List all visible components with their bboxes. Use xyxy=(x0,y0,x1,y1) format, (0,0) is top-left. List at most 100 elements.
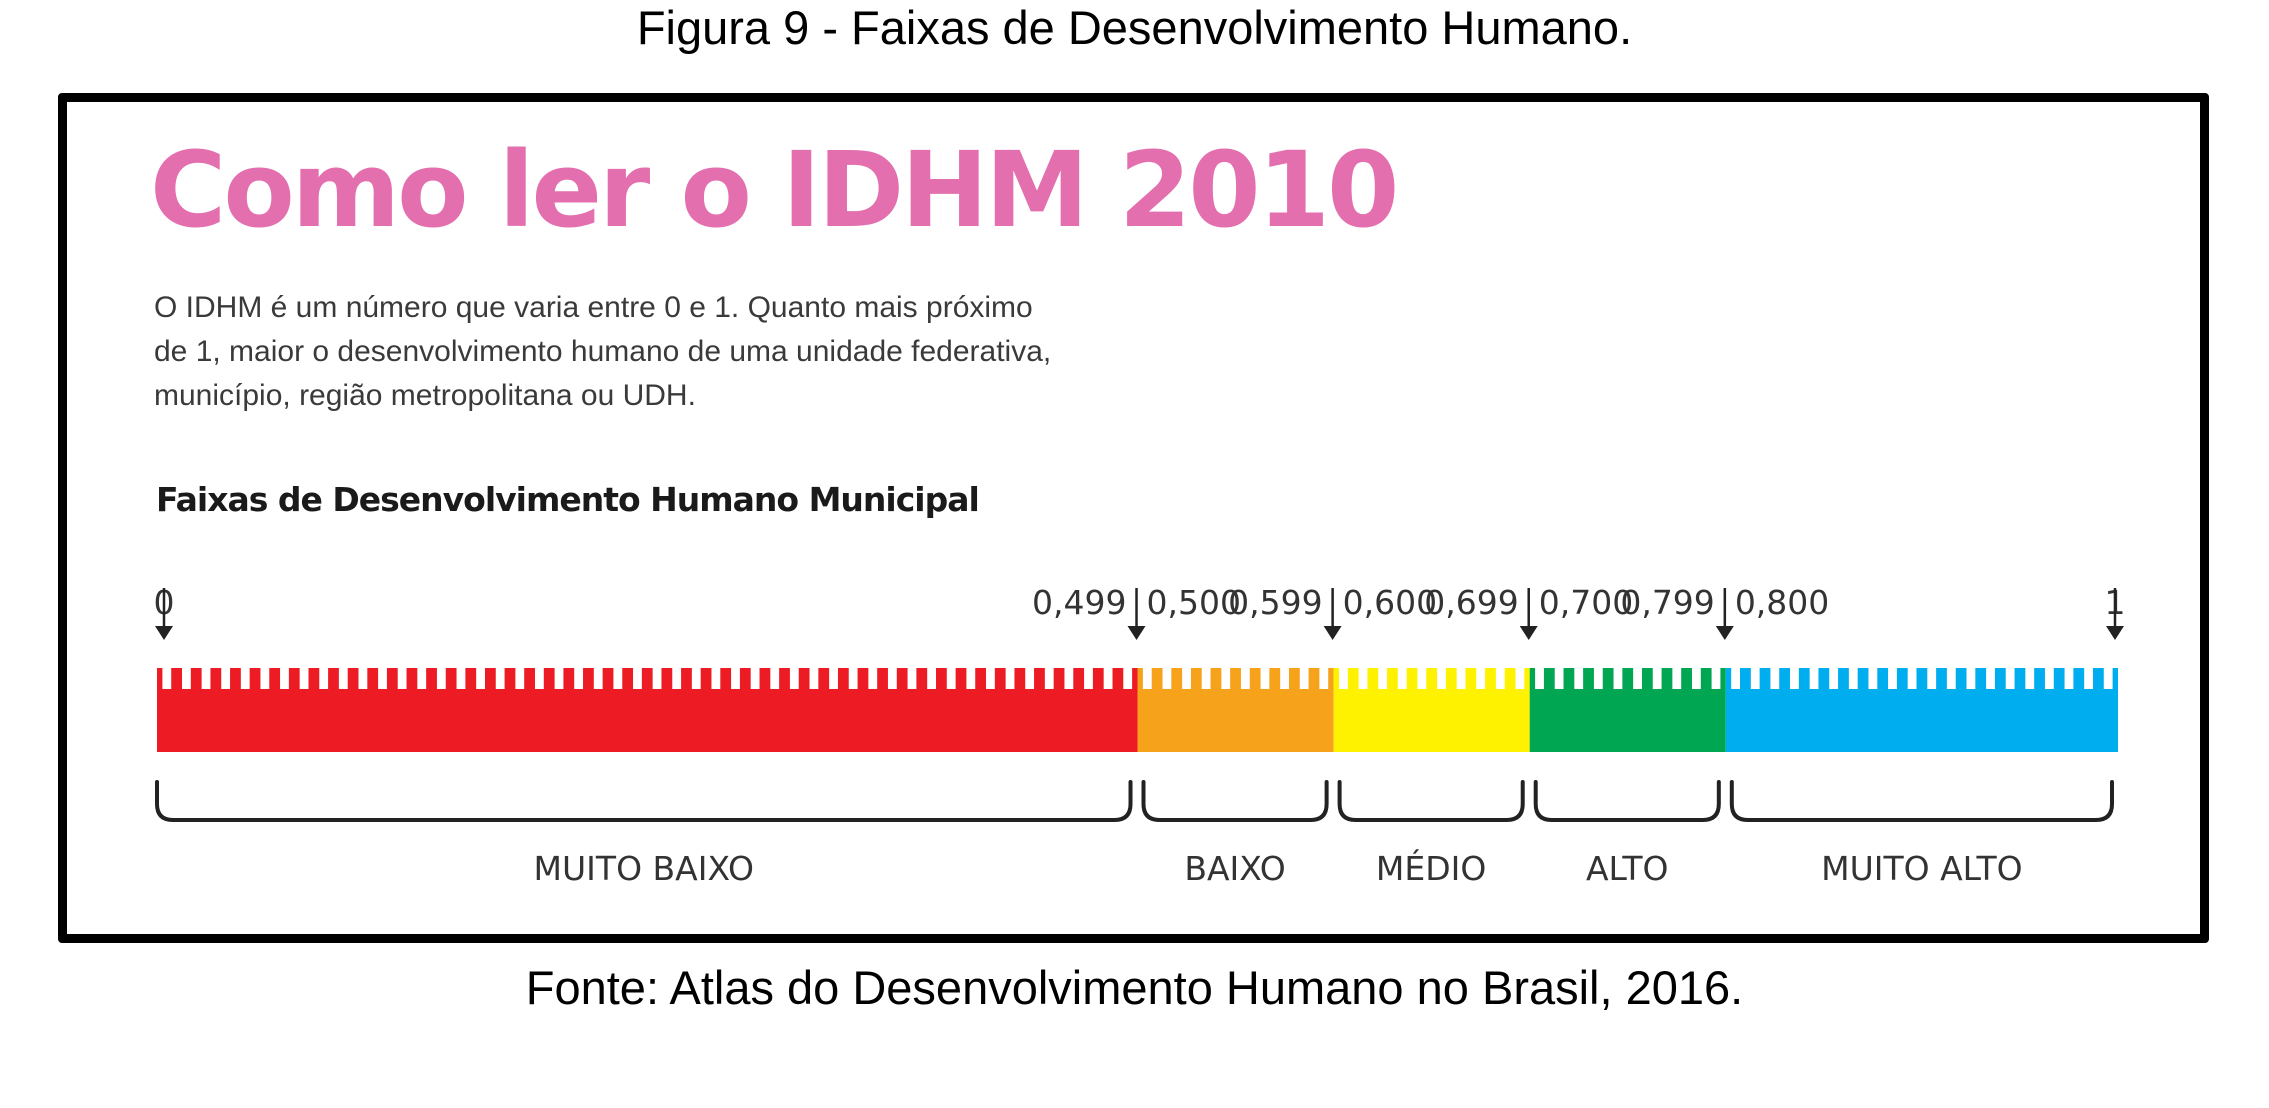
ruler-notch xyxy=(1946,668,1956,689)
ruler-notch xyxy=(1652,668,1662,689)
ruler-notch xyxy=(1338,668,1348,689)
ruler-notch xyxy=(1064,668,1074,689)
ruler-notch xyxy=(378,668,387,689)
arrow-start xyxy=(155,626,173,640)
ruler-notch xyxy=(436,668,446,689)
ruler-notch xyxy=(1437,668,1446,689)
ruler-notch xyxy=(1025,668,1035,689)
ruler-notch xyxy=(633,668,642,689)
ruler-notch xyxy=(534,668,544,689)
ruler-notch xyxy=(240,668,250,689)
ruler-notch xyxy=(2103,668,2113,689)
ruler-notch xyxy=(1358,668,1368,689)
ruler-notch xyxy=(338,668,348,689)
headline: Como ler o IDHM 2010 xyxy=(150,129,1399,251)
ruler-notch xyxy=(927,668,937,689)
ruler-notch xyxy=(1731,668,1741,689)
ruler-notch xyxy=(1829,668,1839,689)
ruler-notch xyxy=(907,668,917,689)
band-brace xyxy=(155,780,1133,822)
ruler-notch xyxy=(1633,668,1642,689)
ruler-notch xyxy=(260,668,270,689)
ruler-notch xyxy=(417,668,427,689)
source-caption: Fonte: Atlas do Desenvolvimento Humano n… xyxy=(525,961,1744,1014)
ruler-notch xyxy=(770,668,780,689)
boundary-arrow xyxy=(1127,626,1146,640)
ruler-notch xyxy=(1260,668,1270,689)
boundary-label-start: 0,700 xyxy=(1539,583,1633,622)
boundary-label-start: 0,500 xyxy=(1147,583,1241,622)
ruler-notch xyxy=(1103,668,1113,689)
ruler-notch xyxy=(1750,668,1760,689)
ruler-notch xyxy=(476,668,485,689)
boundary-arrow xyxy=(1715,626,1734,640)
boundary-label-start: 0,600 xyxy=(1343,583,1437,622)
ruler-notch xyxy=(946,668,956,689)
boundary-arrow xyxy=(1519,626,1538,640)
band-label: MÉDIO xyxy=(1376,848,1486,888)
ruler-notch xyxy=(652,668,662,689)
ruler-notch xyxy=(201,668,211,689)
ruler-notch xyxy=(1476,668,1486,689)
ruler-notch xyxy=(1966,668,1976,689)
ruler-notch xyxy=(1240,668,1250,689)
ruler-notch xyxy=(1535,668,1544,689)
ruler-notch xyxy=(1417,668,1427,689)
ruler-notch xyxy=(691,668,701,689)
ruler-notch xyxy=(2025,668,2035,689)
boundary-label-end: 0,699 xyxy=(1424,583,1518,622)
ruler-notch xyxy=(1142,668,1152,689)
ruler-notch xyxy=(397,668,407,689)
band-brace xyxy=(1337,780,1525,822)
ruler-notch xyxy=(711,668,721,689)
scale-subtitle: Faixas de Desenvolvimento Humano Municip… xyxy=(156,480,980,519)
ruler-notch xyxy=(1927,668,1937,689)
ruler-notch xyxy=(182,668,191,689)
ruler-notch xyxy=(1711,668,1721,689)
band-brace xyxy=(1533,780,1721,822)
band-segment xyxy=(1725,668,2118,752)
ruler-notch xyxy=(1201,668,1211,689)
ruler-notch xyxy=(1397,668,1407,689)
ruler-notch xyxy=(1848,668,1858,689)
ruler-notch xyxy=(966,668,976,689)
ruler-notch xyxy=(887,668,897,689)
ruler-notch xyxy=(1672,668,1682,689)
ruler-notch xyxy=(1123,668,1133,689)
ruler-notch xyxy=(1986,668,1995,689)
ruler-notch xyxy=(750,668,760,689)
ruler-notch xyxy=(1378,668,1388,689)
figure-frame xyxy=(58,93,2209,943)
ruler-notch xyxy=(221,668,231,689)
boundary-label-start: 0,800 xyxy=(1735,583,1829,622)
band-label: MUITO ALTO xyxy=(1821,849,2023,888)
ruler-notch xyxy=(829,668,838,689)
boundary-label-end: 0,499 xyxy=(1032,583,1126,622)
ruler-notch xyxy=(789,668,799,689)
ruler-notch xyxy=(1221,668,1231,689)
ruler-notch xyxy=(1495,668,1505,689)
boundary-label-end: 0,599 xyxy=(1228,583,1322,622)
band-label: BAIXO xyxy=(1184,849,1285,888)
ruler-notch xyxy=(1299,668,1309,689)
ruler-notch xyxy=(1084,668,1093,689)
ruler-notch xyxy=(2064,668,2074,689)
ruler-notch xyxy=(1593,668,1603,689)
ruler-notch xyxy=(1005,668,1015,689)
ruler-notch xyxy=(319,668,329,689)
ruler-notch xyxy=(515,668,525,689)
ruler-notch xyxy=(456,668,466,689)
band-label: ALTO xyxy=(1586,849,1669,888)
ruler-notch xyxy=(2084,668,2093,689)
band-label: MUITO BAIXO xyxy=(534,849,754,888)
ruler-notch xyxy=(868,668,878,689)
ruler-notch xyxy=(1790,668,1799,689)
description-text: O IDHM é um número que varia entre 0 e 1… xyxy=(154,291,1052,412)
ruler-notch xyxy=(299,668,309,689)
ruler-notch xyxy=(809,668,819,689)
ruler-notch xyxy=(593,668,603,689)
ruler-notch xyxy=(613,668,623,689)
ruler-notch xyxy=(848,668,858,689)
ruler-notch xyxy=(280,668,289,689)
